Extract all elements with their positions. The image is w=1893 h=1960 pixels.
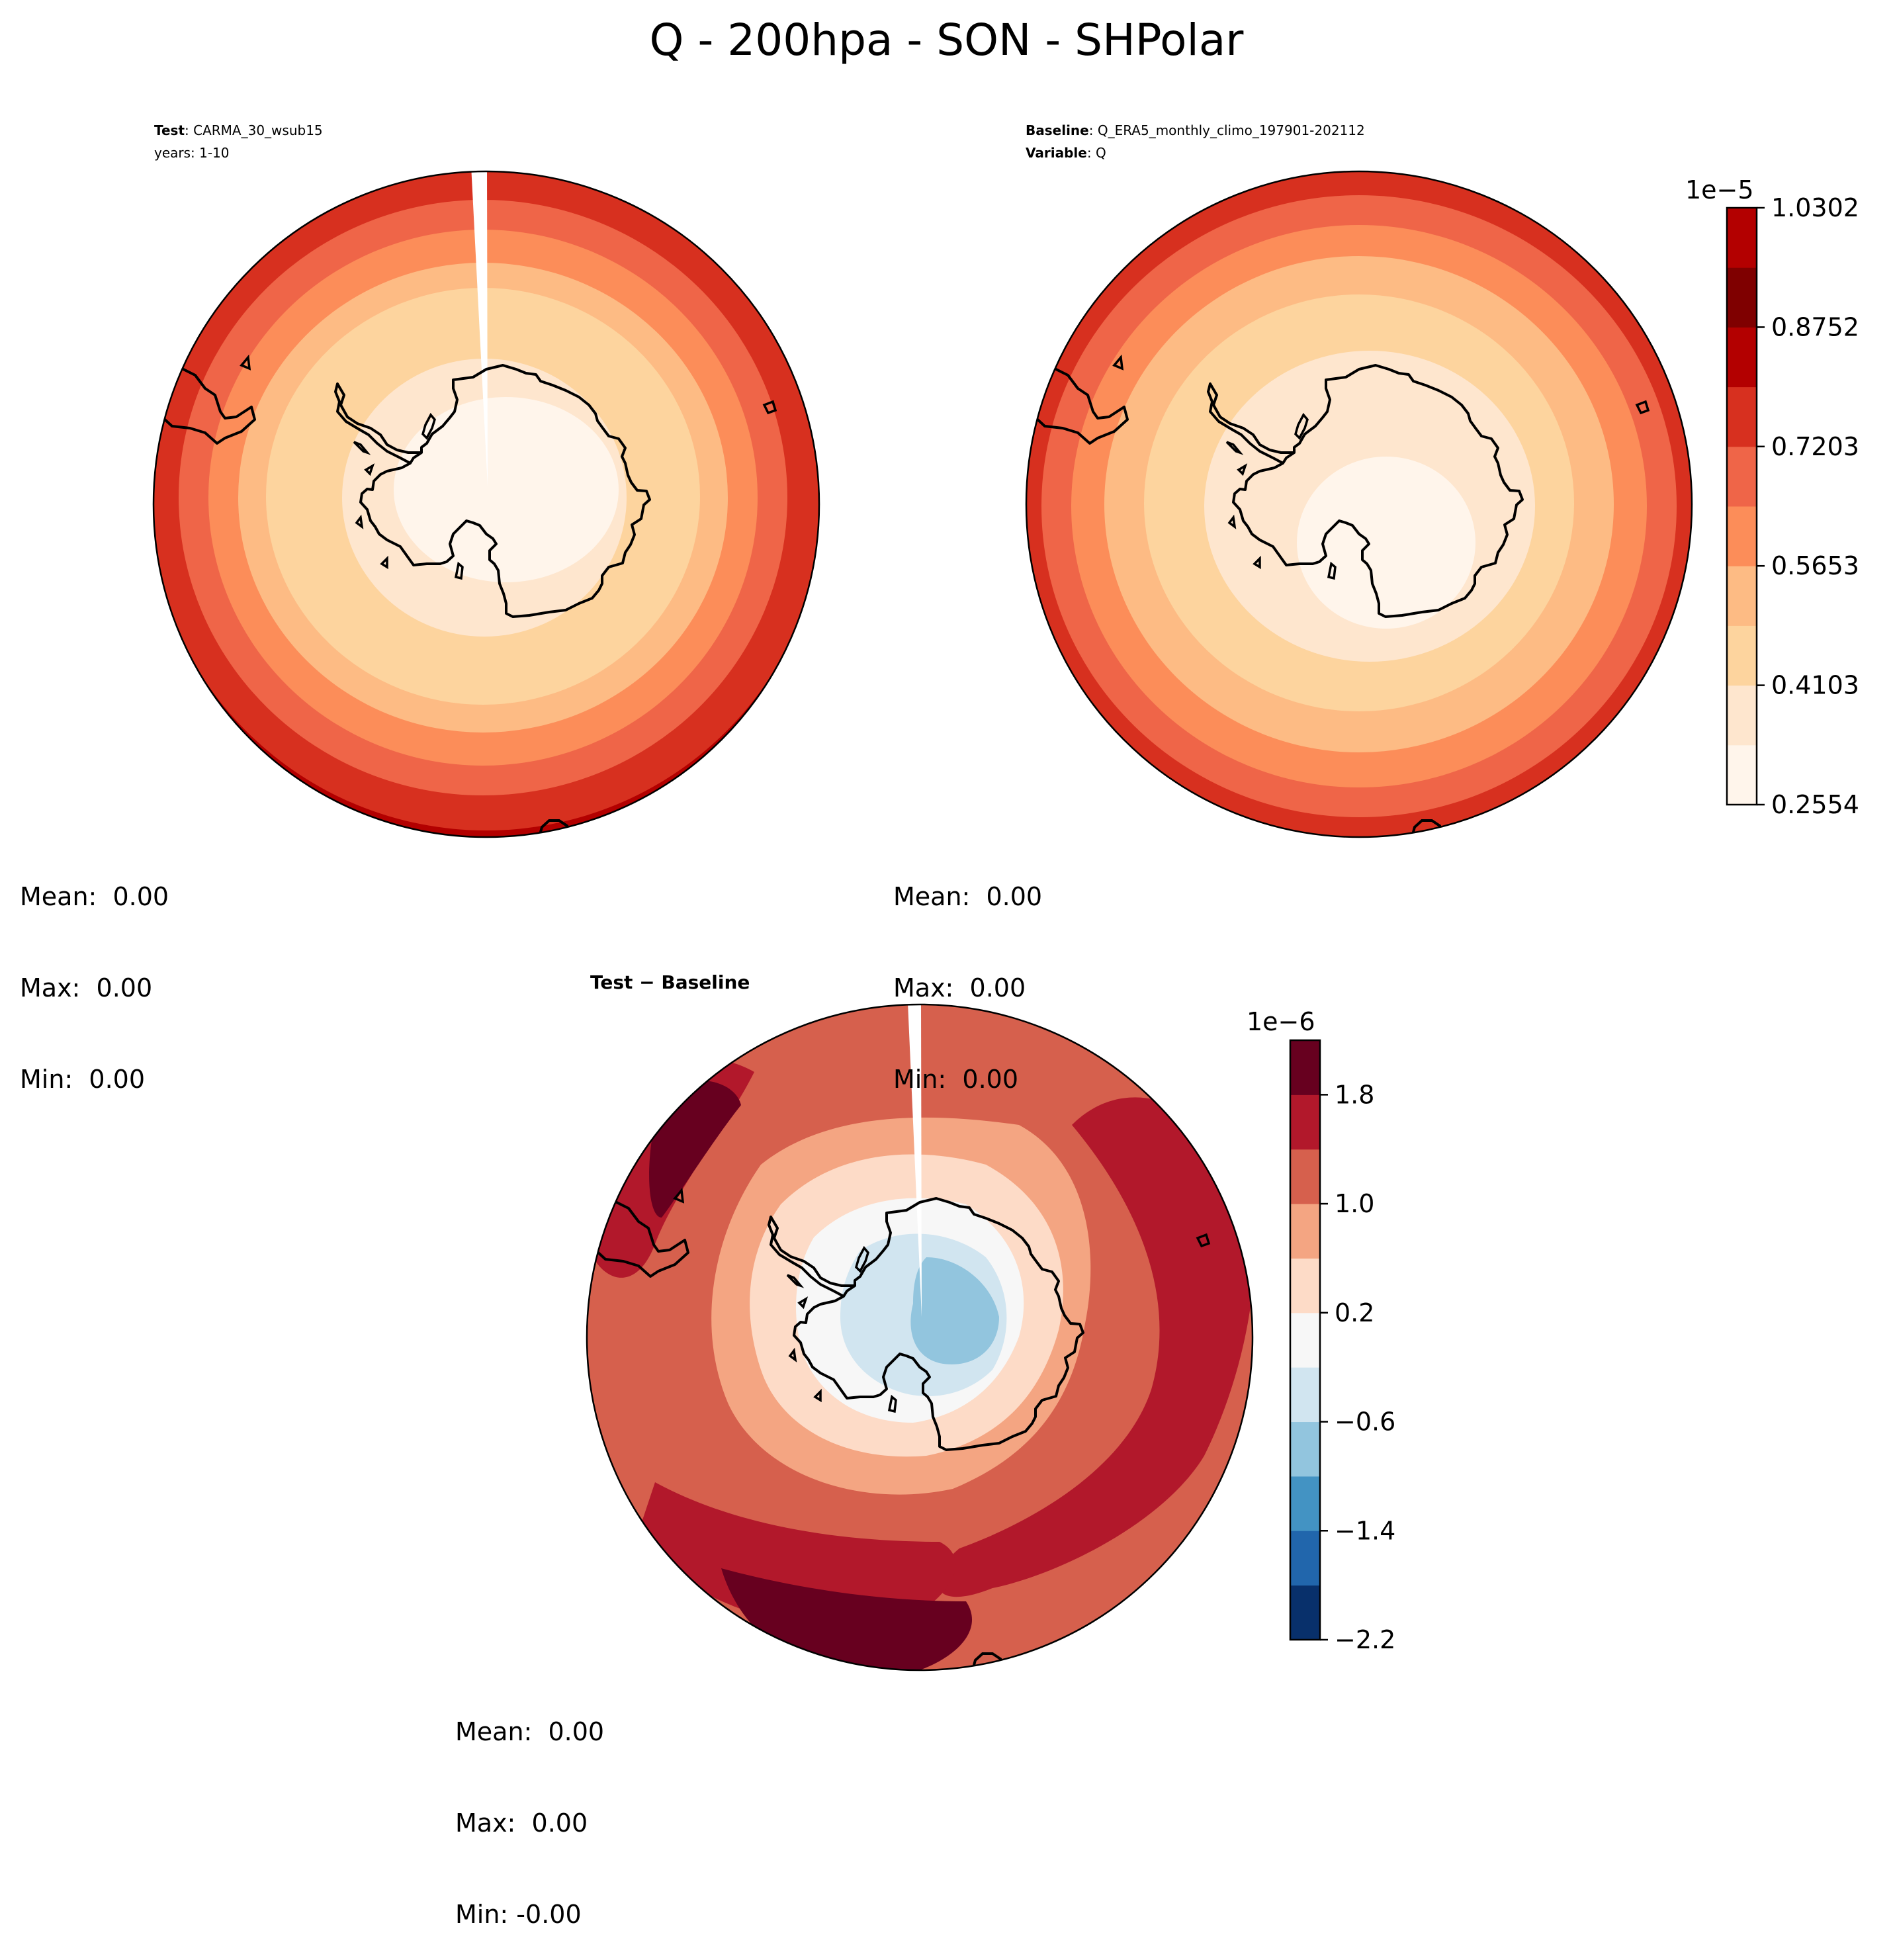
colorbar-diff-segment <box>1290 1421 1320 1477</box>
colorbar-main-tick-label: 0.8752 <box>1771 312 1859 341</box>
colorbar-diff-segment <box>1290 1585 1320 1640</box>
baseline-map <box>1025 170 1693 838</box>
baseline-label-bold: Baseline <box>1026 122 1089 138</box>
colorbar-main-segment <box>1727 744 1757 805</box>
test-label-rest: : CARMA_30_wsub15 <box>185 122 323 138</box>
colorbar-diff-segment <box>1290 1531 1320 1586</box>
diff-map <box>586 1003 1254 1671</box>
colorbar-diff-tick-label: 1.8 <box>1335 1080 1374 1109</box>
colorbar-main-segment <box>1727 685 1757 746</box>
baseline-variable-rest: : Q <box>1086 145 1106 161</box>
colorbar-diff-segment <box>1290 1040 1320 1095</box>
colorbar-main-tick-label: 1.0302 <box>1771 193 1859 222</box>
diff-mean: Mean: 0.00 <box>455 1717 605 1746</box>
colorbar-diff-tick-label: −2.2 <box>1335 1625 1395 1654</box>
colorbar-diff-tick-label: −0.6 <box>1335 1407 1395 1437</box>
colorbar-diff-segment <box>1290 1476 1320 1531</box>
colorbar-main-frame <box>1726 206 1758 806</box>
colorbar-main-segment <box>1727 506 1757 566</box>
colorbar-diff-tick-label: 1.0 <box>1335 1189 1374 1218</box>
test-subtitle: Test: CARMA_30_wsub15 years: 1-10 <box>154 119 323 164</box>
test-years: years: 1-10 <box>154 145 230 161</box>
baseline-subtitle: Baseline: Q_ERA5_monthly_climo_197901-20… <box>1026 119 1365 164</box>
colorbar-diff-segment <box>1290 1149 1320 1204</box>
colorbar-main-exponent: 1e−5 <box>1685 175 1754 204</box>
colorbar-main-tick-label: 0.4103 <box>1771 671 1859 700</box>
figure-title: Q - 200hpa - SON - SHPolar <box>649 15 1244 66</box>
colorbar-main-segment <box>1727 566 1757 626</box>
colorbar-main-segment <box>1727 267 1757 328</box>
test-label-bold: Test <box>154 122 185 138</box>
diff-stats: Mean: 0.00 Max: 0.00 Min: -0.00 <box>455 1656 604 1960</box>
colorbar-diff-segment <box>1290 1367 1320 1423</box>
test-max: Max: 0.00 <box>20 973 153 1002</box>
baseline-max: Max: 0.00 <box>893 973 1026 1002</box>
colorbar-main-segment <box>1727 446 1757 507</box>
test-mean: Mean: 0.00 <box>20 882 169 911</box>
diff-min: Min: -0.00 <box>455 1900 582 1929</box>
baseline-min: Min: 0.00 <box>893 1065 1018 1094</box>
diff-max: Max: 0.00 <box>455 1808 588 1838</box>
test-map <box>152 170 820 838</box>
colorbar-diff-segment <box>1290 1312 1320 1368</box>
colorbar-main-segment <box>1727 327 1757 388</box>
figure-canvas: 0.2554 0.4103 0.5653 0.7203 0.8752 1.0302 −2.… <box>152 170 1859 1671</box>
colorbar-diff-exponent: 1e−6 <box>1247 1007 1315 1036</box>
colorbar-main-segment <box>1727 386 1757 447</box>
colorbar-main-tick-label: 0.2554 <box>1771 790 1859 819</box>
colorbar-diff-segment <box>1290 1094 1320 1150</box>
colorbar-main-tick-label: 0.5653 <box>1771 551 1859 580</box>
colorbar-diff-segment <box>1290 1204 1320 1259</box>
baseline-mean: Mean: 0.00 <box>893 882 1043 911</box>
colorbar-diff: −2.2 −1.4 −0.6 0.2 1.0 1.8 <box>1289 1039 1395 1654</box>
test-min: Min: 0.00 <box>20 1065 145 1094</box>
test-stats: Mean: 0.00 Max: 0.00 Min: 0.00 <box>20 821 169 1125</box>
baseline-label-rest: : Q_ERA5_monthly_climo_197901-202112 <box>1088 122 1365 138</box>
baseline-variable-bold: Variable <box>1026 145 1087 161</box>
colorbar-main: 0.2554 0.4103 0.5653 0.7203 0.8752 1.0302 <box>1726 193 1859 819</box>
colorbar-diff-tick-label: 0.2 <box>1335 1298 1374 1327</box>
colorbar-diff-frame <box>1289 1039 1321 1641</box>
colorbar-main-segment <box>1727 625 1757 686</box>
colorbar-diff-segment <box>1290 1258 1320 1314</box>
colorbar-main-segment <box>1727 208 1757 268</box>
colorbar-main-tick-label: 0.7203 <box>1771 432 1859 461</box>
colorbar-diff-tick-label: −1.4 <box>1335 1516 1395 1545</box>
baseline-stats: Mean: 0.00 Max: 0.00 Min: 0.00 <box>893 821 1042 1125</box>
diff-subtitle: Test − Baseline <box>590 971 750 993</box>
